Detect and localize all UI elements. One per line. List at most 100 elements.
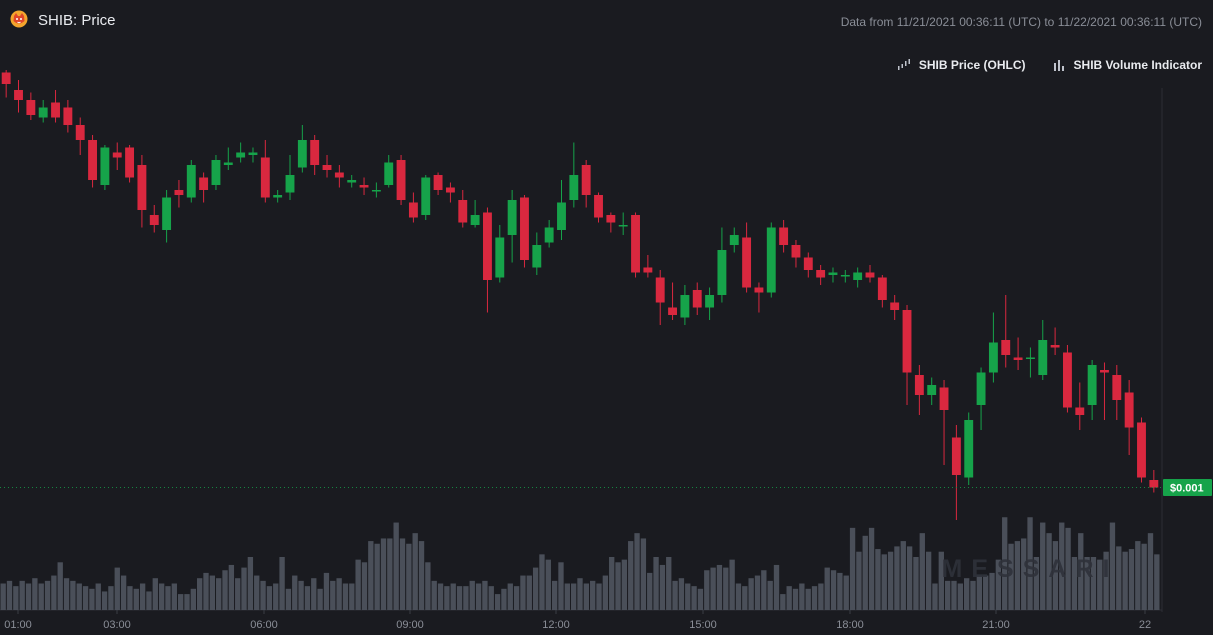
volume-bar	[564, 583, 570, 610]
volume-bar	[222, 570, 228, 610]
candle	[322, 155, 332, 178]
volume-bar	[1059, 522, 1065, 610]
candle	[606, 212, 616, 233]
candle-body	[483, 212, 492, 280]
candle	[371, 182, 381, 198]
candle	[631, 212, 640, 278]
volume-bar	[590, 580, 596, 610]
volume-bar	[152, 578, 158, 610]
candle-body	[223, 162, 233, 165]
volume-bar	[355, 559, 361, 610]
candle-body	[310, 140, 320, 165]
volume-bar	[32, 578, 38, 610]
x-tick-label: 03:00	[103, 619, 131, 631]
volume-bar	[570, 583, 577, 610]
volume-bar	[228, 564, 235, 610]
volume-bar	[513, 586, 520, 610]
volume-bar	[292, 575, 298, 610]
volume-bar	[133, 588, 139, 610]
candle	[384, 155, 394, 188]
volume-bar	[323, 572, 330, 610]
candle	[1087, 360, 1097, 420]
volume-bar	[678, 578, 685, 610]
volume-bar	[596, 583, 602, 610]
candle-body	[14, 90, 23, 100]
volume-bar	[285, 588, 292, 610]
volume-bar	[780, 594, 786, 610]
candle-body	[1149, 480, 1159, 488]
candle	[569, 142, 579, 208]
volume-bar	[957, 583, 963, 610]
candle-body	[754, 287, 764, 293]
candle	[1063, 345, 1072, 413]
candle-body	[557, 202, 566, 230]
legend-item-volume[interactable]: SHIB Volume Indicator	[1052, 58, 1202, 72]
volume-bar	[691, 586, 697, 610]
candle	[112, 142, 122, 170]
x-axis: 01:00 03:00 06:00 09:00 12:00 15:00 18:00 21:00…	[4, 610, 1151, 631]
candle	[223, 147, 233, 170]
x-tick-label: 18:00	[836, 619, 864, 631]
volume-bar	[89, 588, 95, 610]
volume-bar	[792, 588, 799, 610]
candle-body	[199, 177, 209, 190]
volume-bar	[304, 586, 311, 610]
candle	[1100, 362, 1109, 420]
candle-body	[334, 172, 344, 178]
candle	[1050, 327, 1060, 355]
candle	[285, 155, 295, 200]
volume-bar	[906, 546, 913, 610]
last-price-label: $0.001	[1170, 483, 1204, 495]
candle-body	[1100, 370, 1109, 373]
candle	[248, 147, 258, 163]
volume-bar	[653, 557, 659, 610]
candle-body	[26, 100, 36, 115]
candle	[26, 92, 36, 120]
volume-bar	[647, 572, 653, 610]
volume-bar	[1097, 559, 1103, 610]
candle-body	[618, 225, 628, 227]
volume-bar	[761, 570, 767, 610]
candle	[507, 190, 517, 263]
volume-bar	[963, 578, 970, 610]
candle-body	[1075, 407, 1085, 415]
candle	[199, 172, 209, 203]
candle	[1013, 337, 1023, 370]
legend-label-volume: SHIB Volume Indicator	[1073, 58, 1202, 72]
volume-bar	[1002, 517, 1008, 610]
candle	[1149, 470, 1159, 493]
candle	[470, 200, 480, 228]
volume-bar	[634, 533, 640, 610]
volume-bar	[13, 586, 19, 610]
x-tick-label: 22	[1139, 619, 1151, 631]
volume-bar	[184, 594, 190, 610]
legend-label-price: SHIB Price (OHLC)	[918, 58, 1026, 72]
candle-body	[507, 200, 517, 235]
volume-bar	[418, 541, 425, 610]
candle	[865, 265, 875, 283]
candle	[988, 312, 998, 383]
volume-bar	[583, 583, 590, 610]
candle-body	[1038, 340, 1048, 375]
candle	[754, 282, 764, 313]
volume-bar	[190, 588, 197, 610]
volume-bar	[101, 591, 108, 610]
volume-bar	[875, 549, 881, 610]
legend-item-price[interactable]: SHIB Price (OHLC)	[897, 58, 1026, 72]
candle-body	[1001, 340, 1011, 355]
x-tick-label: 12:00	[542, 619, 570, 631]
candle-body	[63, 107, 73, 125]
volume-bar	[672, 580, 678, 610]
volume-bar	[44, 580, 51, 610]
volume-bar	[114, 567, 120, 610]
volume-bar	[63, 578, 70, 610]
volume-bar	[38, 583, 44, 610]
volume-bar	[1103, 551, 1109, 610]
volume-bar	[0, 583, 6, 610]
candle	[1075, 382, 1085, 430]
volume-bar	[158, 583, 165, 610]
volume-bar	[526, 575, 532, 610]
candle	[766, 222, 776, 298]
candle	[729, 227, 739, 253]
